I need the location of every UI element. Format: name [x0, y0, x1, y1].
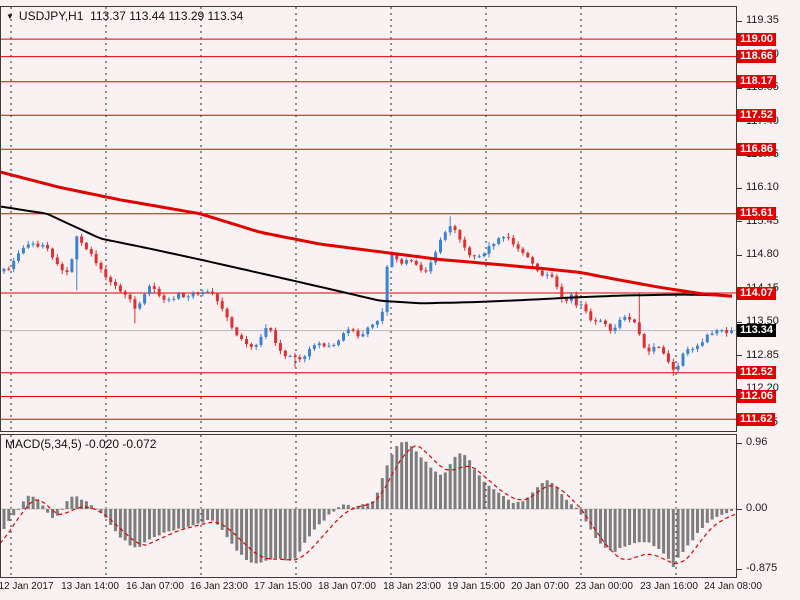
time-label: 19 Jan 15:00	[447, 581, 505, 592]
time-label: 18 Jan 07:00	[318, 581, 376, 592]
time-label: 16 Jan 07:00	[126, 581, 184, 592]
macd-tick-label: 0.00	[746, 502, 768, 514]
macd-tick-label: -0.875	[746, 562, 778, 574]
price-level-tag: 115.61	[737, 207, 777, 220]
price-tick-mark	[737, 322, 742, 323]
price-axis[interactable]: 119.35118.70118.05117.40116.75116.10115.…	[737, 0, 800, 600]
price-level-tag: 114.07	[737, 287, 777, 300]
ohlc-open: 113.37	[90, 9, 126, 23]
macd-chart-canvas[interactable]	[0, 434, 737, 578]
ohlc-close: 113.34	[207, 9, 244, 23]
time-axis[interactable]: 12 Jan 2017 13 Jan 14:00 16 Jan 07:00 16 Ja…	[0, 581, 800, 599]
macd-tick-mark	[737, 569, 742, 570]
price-tick-mark	[737, 255, 742, 256]
price-level-tag: 118.17	[737, 75, 777, 88]
price-level-tag: 116.86	[737, 143, 777, 156]
price-level-tag: 111.62	[737, 413, 776, 426]
chart-title: ▼ USDJPY,H1 113.37 113.44 113.29 113.34	[6, 9, 243, 23]
price-tick-mark	[737, 188, 742, 189]
macd-tick-mark	[737, 509, 742, 510]
time-label: 17 Jan 15:00	[254, 581, 312, 592]
time-label: 20 Jan 07:00	[511, 581, 569, 592]
price-tick-label: 119.35	[746, 14, 779, 26]
chart-symbol-period: USDJPY,H1	[18, 9, 84, 23]
time-label: 13 Jan 14:00	[61, 581, 119, 592]
time-label: 16 Jan 23:00	[190, 581, 248, 592]
price-level-tag: 112.52	[737, 366, 777, 379]
price-tick-mark	[737, 88, 742, 89]
macd-indicator-label: MACD(5,34,5) -0.020 -0.072	[5, 437, 156, 451]
price-tick-label: 112.85	[746, 349, 779, 361]
ohlc-low: 113.29	[168, 9, 205, 23]
price-level-tag: 118.66	[737, 50, 777, 63]
macd-tick-mark	[737, 443, 742, 444]
price-level-tag: 112.06	[737, 390, 777, 403]
current-price-tag: 113.34	[737, 324, 777, 337]
macd-tick-label: 0.96	[746, 436, 768, 448]
macd-name: MACD(5,34,5)	[5, 437, 82, 451]
price-tick-mark	[737, 21, 742, 22]
time-label: 23 Jan 00:00	[575, 581, 633, 592]
time-label: 24 Jan 08:00	[704, 581, 762, 592]
price-tick-mark	[737, 389, 742, 390]
price-level-tag: 117.52	[737, 109, 777, 122]
price-tick-label: 114.80	[746, 248, 779, 260]
time-label: 12 Jan 2017	[0, 581, 54, 592]
price-chart-canvas[interactable]	[0, 6, 737, 432]
price-level-tag: 119.00	[737, 33, 777, 46]
time-label: 18 Jan 23:00	[383, 581, 441, 592]
time-label: 23 Jan 16:00	[640, 581, 698, 592]
ohlc-high: 113.44	[129, 9, 166, 23]
price-tick-mark	[737, 221, 742, 222]
symbol-menu-icon[interactable]: ▼	[6, 12, 14, 21]
macd-value: -0.020	[85, 437, 120, 451]
price-tick-mark	[737, 355, 742, 356]
macd-signal-value: -0.072	[122, 437, 157, 451]
price-tick-label: 116.10	[746, 181, 779, 193]
